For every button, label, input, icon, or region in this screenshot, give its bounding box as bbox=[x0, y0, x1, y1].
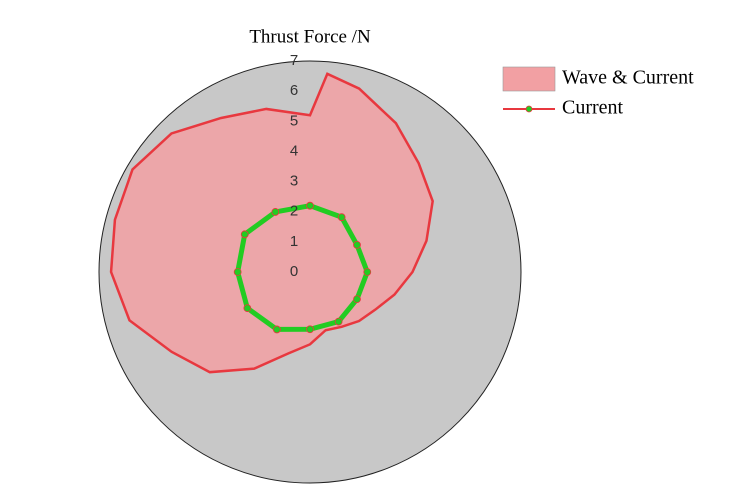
marker bbox=[240, 230, 249, 239]
r-tick-label: 7 bbox=[290, 52, 298, 69]
r-tick-label: 0 bbox=[290, 263, 298, 280]
legend-swatch bbox=[502, 66, 556, 92]
marker bbox=[306, 325, 314, 334]
marker bbox=[306, 201, 314, 210]
legend-label: Current bbox=[562, 97, 624, 119]
r-tick-label: 6 bbox=[290, 82, 298, 99]
marker bbox=[233, 268, 242, 276]
plot: 0 1 2 3 4 5 6 7 bbox=[109, 52, 434, 374]
r-tick-label: 1 bbox=[290, 233, 298, 250]
marker bbox=[272, 325, 281, 334]
chart-title: Thrust Force /N bbox=[249, 26, 371, 47]
r-tick-label: 4 bbox=[290, 142, 298, 159]
r-tick-label: 2 bbox=[290, 203, 298, 220]
marker bbox=[243, 304, 252, 313]
marker bbox=[363, 268, 372, 276]
area bbox=[109, 72, 434, 374]
marker bbox=[271, 208, 280, 216]
r-tick-label: 5 bbox=[290, 112, 298, 129]
legend-marker bbox=[525, 105, 533, 113]
legend: Wave & Current Current bbox=[502, 66, 694, 119]
marker bbox=[334, 317, 343, 326]
legend-label: Wave & Current bbox=[562, 67, 694, 89]
marker bbox=[353, 295, 361, 304]
marker bbox=[337, 213, 346, 222]
marker bbox=[353, 240, 361, 249]
r-tick-label: 3 bbox=[290, 173, 298, 190]
